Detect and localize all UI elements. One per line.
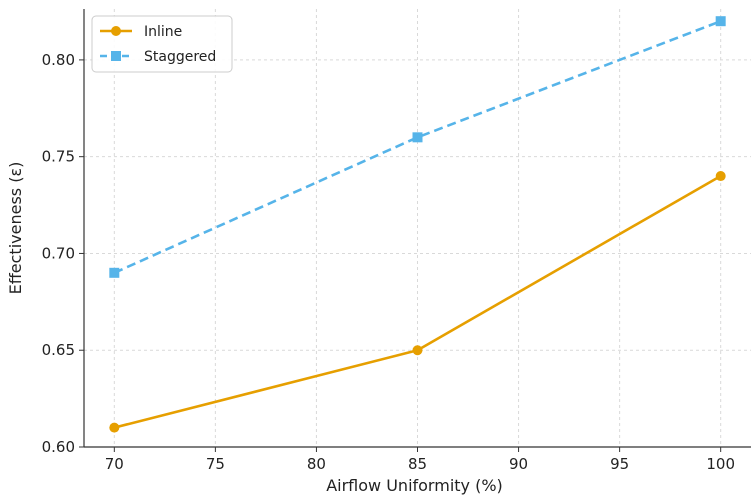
series-staggered	[109, 16, 726, 278]
data-point-inline	[109, 422, 120, 433]
data-point-inline	[715, 171, 726, 182]
ticks: 70 75 80 85 90 95 100 0.60 0.65 0.70 0.75 0.80	[42, 51, 735, 473]
legend: Inline Staggered	[91, 15, 233, 73]
x-tick-label: 80	[307, 455, 326, 473]
data-point-inline	[412, 345, 423, 356]
data-point-staggered	[109, 267, 120, 278]
x-tick-label: 70	[105, 455, 124, 473]
y-axis-label: Effectiveness (ε)	[6, 162, 25, 295]
y-tick-label: 0.80	[42, 51, 75, 69]
x-tick-label: 90	[509, 455, 528, 473]
series-inline	[109, 171, 726, 433]
grid	[84, 9, 751, 448]
x-axis-label: Airflow Uniformity (%)	[326, 476, 503, 495]
legend-label: Staggered	[144, 49, 216, 65]
data-point-staggered	[715, 16, 726, 27]
y-tick-label: 0.75	[42, 148, 75, 166]
legend-marker	[111, 26, 121, 36]
x-tick-label: 100	[706, 455, 735, 473]
legend-label: Inline	[144, 24, 182, 40]
data-point-staggered	[412, 132, 423, 143]
legend-item-inline: Inline	[100, 24, 182, 40]
series-line-staggered	[113, 19, 722, 274]
legend-marker	[111, 51, 121, 61]
series	[109, 16, 726, 433]
x-tick-label: 75	[206, 455, 225, 473]
x-tick-label: 95	[610, 455, 629, 473]
y-tick-label: 0.70	[42, 244, 75, 262]
y-tick-label: 0.60	[42, 438, 75, 456]
y-tick-label: 0.65	[42, 341, 75, 359]
legend-item-staggered: Staggered	[100, 49, 216, 65]
x-tick-label: 85	[408, 455, 427, 473]
